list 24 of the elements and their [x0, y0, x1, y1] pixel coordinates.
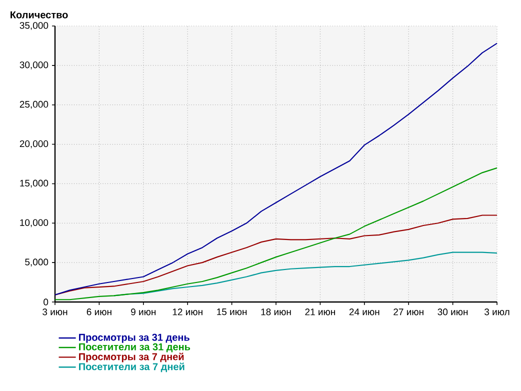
y-tick-label: 5,000: [25, 258, 48, 266]
legend-label: Просмотры за 31 день: [79, 334, 190, 343]
y-tick-label: 35,000: [20, 22, 48, 30]
x-tick-label: 24 июн: [349, 308, 380, 316]
x-tick-label: 6 июн: [86, 308, 112, 316]
x-tick-label: 15 июн: [217, 308, 247, 316]
x-tick-label: 30 июн: [438, 308, 468, 316]
x-tick-label: 12 июн: [172, 308, 202, 316]
x-tick-label: 3 июл: [484, 308, 510, 316]
legend-label: Просмотры за 7 дней: [79, 352, 184, 362]
x-tick-label: 9 июн: [131, 308, 156, 316]
legend-label: Посетители за 31 день: [79, 343, 190, 352]
y-tick-label: 20,000: [20, 140, 48, 148]
y-axis-title: Количество: [10, 11, 68, 18]
x-tick-label: 27 июн: [394, 308, 424, 316]
legend-label: Посетители за 7 дней: [79, 362, 184, 372]
y-tick-label: 15,000: [20, 180, 48, 188]
y-tick-label: 30,000: [20, 61, 48, 70]
y-tick-label: 0: [44, 298, 48, 306]
x-tick-label: 3 июн: [42, 308, 68, 316]
x-tick-label: 18 июн: [261, 308, 291, 316]
y-tick-label: 25,000: [20, 100, 48, 109]
y-tick-label: 10,000: [20, 219, 48, 228]
x-tick-label: 21 июн: [305, 308, 335, 316]
